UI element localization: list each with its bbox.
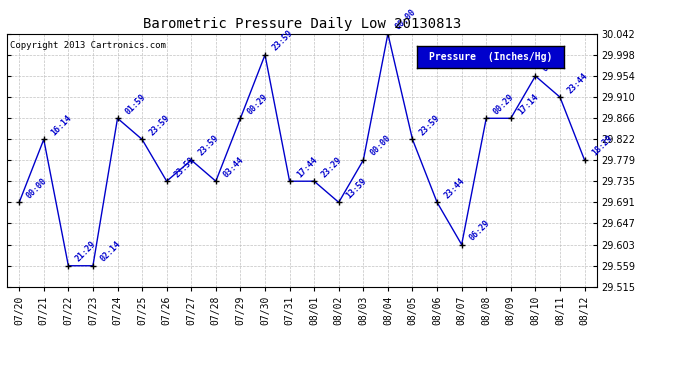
- Text: 17:44: 17:44: [295, 155, 319, 179]
- Text: 18:29: 18:29: [590, 134, 614, 158]
- Text: 03:44: 03:44: [221, 155, 246, 179]
- Text: 00:00: 00:00: [25, 176, 49, 200]
- Title: Barometric Pressure Daily Low 20130813: Barometric Pressure Daily Low 20130813: [143, 17, 461, 31]
- Text: 23:59: 23:59: [172, 155, 196, 179]
- Text: 06:29: 06:29: [467, 218, 491, 243]
- Text: 13:59: 13:59: [344, 176, 368, 200]
- Text: 00:00: 00:00: [541, 50, 565, 74]
- Text: 23:44: 23:44: [566, 71, 589, 95]
- Text: 00:00: 00:00: [369, 134, 393, 158]
- Text: 17:14: 17:14: [516, 92, 540, 116]
- Text: 21:29: 21:29: [74, 240, 98, 264]
- Text: 02:14: 02:14: [99, 240, 123, 264]
- Text: 00:29: 00:29: [246, 92, 270, 116]
- Text: 23:59: 23:59: [270, 28, 295, 53]
- Text: Copyright 2013 Cartronics.com: Copyright 2013 Cartronics.com: [10, 41, 166, 50]
- Text: 00:29: 00:29: [492, 92, 516, 116]
- Text: 23:59: 23:59: [148, 113, 172, 137]
- Text: 23:29: 23:29: [319, 155, 344, 179]
- Text: 23:59: 23:59: [197, 134, 221, 158]
- Text: 16:14: 16:14: [49, 113, 73, 137]
- Text: 23:44: 23:44: [442, 176, 466, 200]
- Text: 01:59: 01:59: [123, 92, 147, 116]
- Text: 00:00: 00:00: [393, 8, 417, 32]
- Text: 23:59: 23:59: [418, 113, 442, 137]
